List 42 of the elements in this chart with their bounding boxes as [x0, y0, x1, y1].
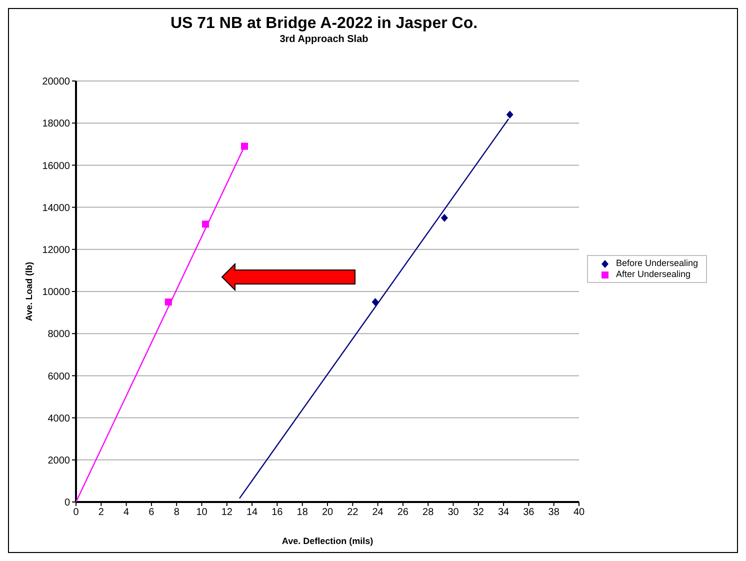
y-tick-label: 20000 — [42, 76, 70, 88]
y-tick-label: 10000 — [42, 287, 70, 298]
x-tick-label: 26 — [397, 507, 409, 518]
x-tick-label: 6 — [148, 507, 155, 518]
x-tick-label: 12 — [221, 507, 233, 518]
y-tick-label: 4000 — [48, 413, 70, 424]
x-tick-label: 4 — [124, 507, 130, 518]
x-tick-label: 24 — [372, 507, 384, 518]
point — [372, 298, 379, 306]
y-tick-label: 0 — [64, 498, 70, 509]
y-tick-label: 18000 — [42, 118, 70, 130]
x-tick-label: 34 — [498, 507, 510, 518]
y-tick-label: 12000 — [42, 244, 70, 256]
y-axis-title: Ave. Load (lb) — [24, 262, 34, 322]
y-tick-label: 8000 — [48, 329, 70, 340]
y-tick-label: 16000 — [42, 160, 70, 172]
chart-subtitle: 3rd Approach Slab — [278, 34, 370, 45]
x-tick-label: 36 — [523, 507, 535, 518]
x-tick-label: 8 — [174, 507, 180, 518]
x-tick-label: 28 — [422, 507, 434, 518]
x-tick-label: 38 — [548, 507, 560, 518]
point — [440, 214, 448, 222]
x-tick-label: 14 — [246, 507, 258, 518]
legend-label: After Undersealing — [615, 269, 692, 280]
x-tick-label: 10 — [196, 507, 208, 518]
x-tick-label: 0 — [73, 507, 80, 518]
x-tick-label: 40 — [573, 507, 585, 518]
y-tick-label: 6000 — [48, 371, 70, 382]
point — [506, 110, 514, 119]
y-tick-label: 14000 — [42, 202, 70, 214]
x-tick-label: 18 — [296, 507, 308, 518]
x-tick-label: 30 — [448, 507, 460, 518]
chart-title: US 71 NB at Bridge A-2022 in Jasper Co. — [169, 15, 479, 33]
x-tick-label: 22 — [347, 507, 359, 518]
y-tick-label: 2000 — [48, 455, 70, 466]
x-tick-label: 32 — [472, 507, 484, 518]
point — [241, 142, 248, 150]
x-tick-label: 16 — [272, 507, 284, 518]
legend-label: Before Undersealing — [615, 258, 698, 269]
x-tick-label: 20 — [322, 507, 334, 518]
x-tick-label: 2 — [98, 507, 104, 518]
x-axis-title: Ave. Deflection (mils) — [282, 536, 374, 546]
